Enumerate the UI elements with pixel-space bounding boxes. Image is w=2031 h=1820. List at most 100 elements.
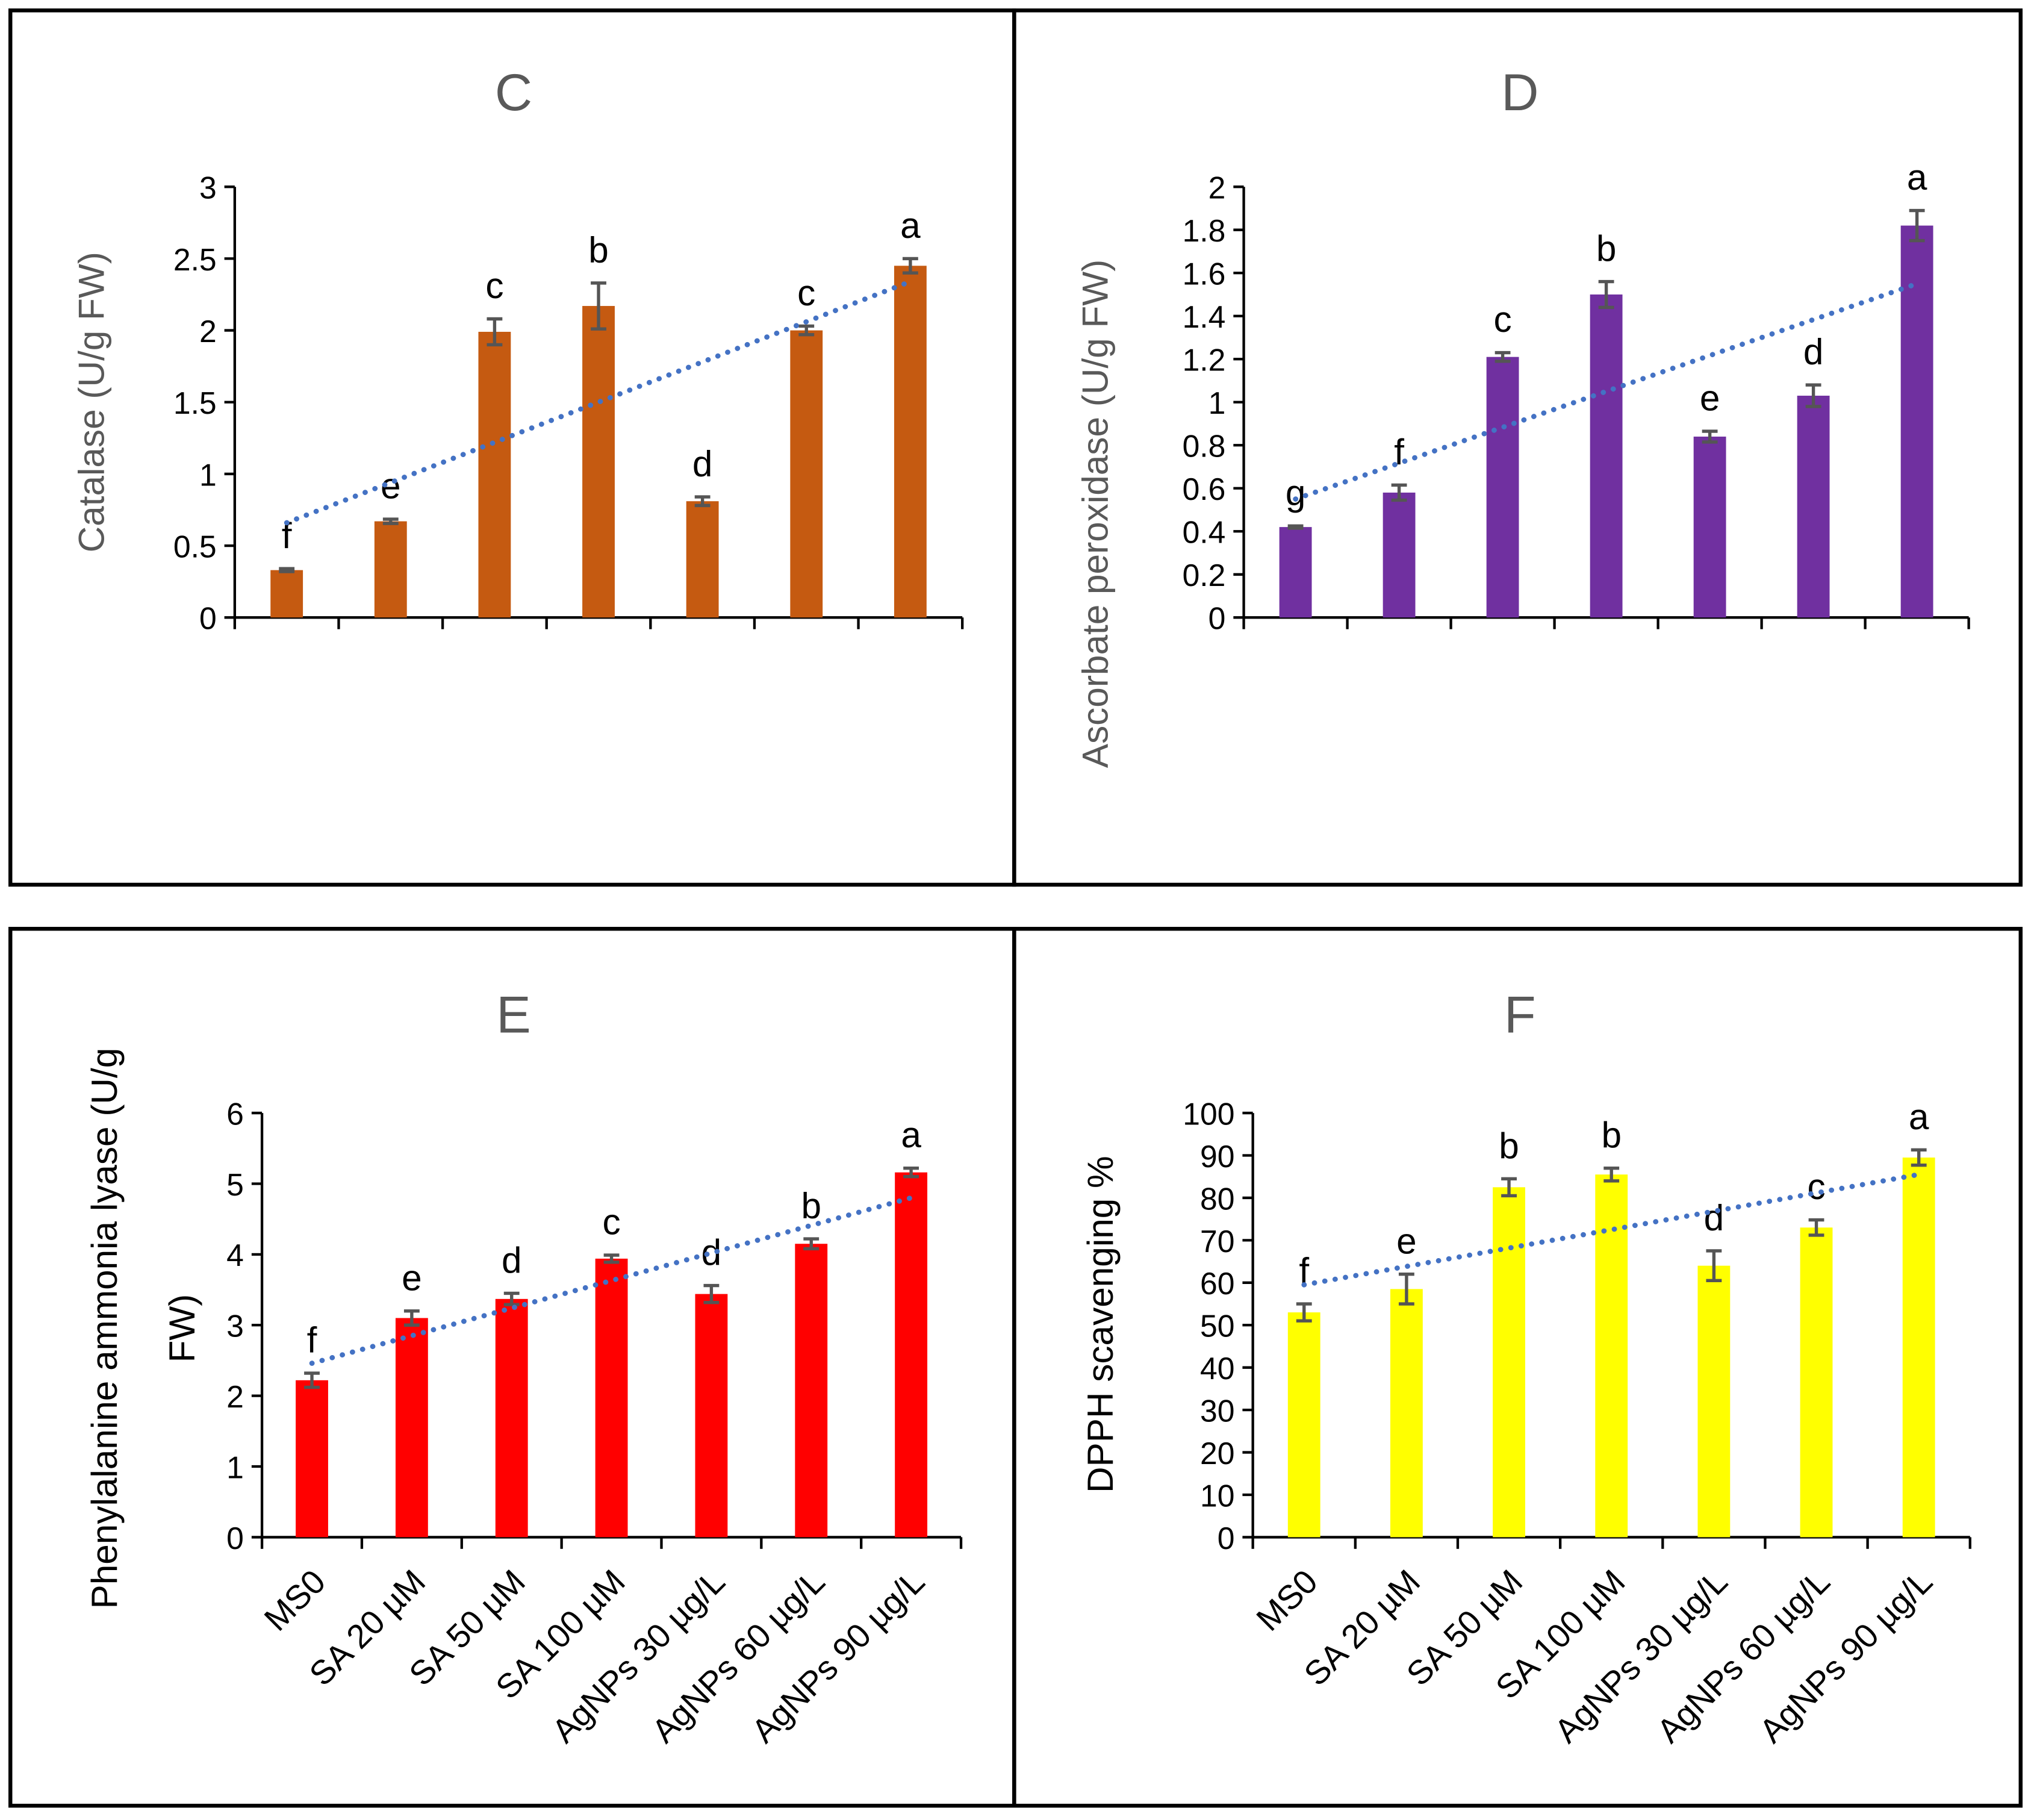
bar bbox=[374, 521, 407, 618]
chart-title: E bbox=[496, 986, 530, 1044]
bar bbox=[1697, 1265, 1731, 1538]
y-tick-label: 0.4 bbox=[1183, 515, 1226, 550]
significance-letter: g bbox=[1286, 472, 1306, 513]
y-tick-label: 2 bbox=[226, 1379, 244, 1414]
bar bbox=[1693, 436, 1726, 618]
y-tick-label: 0.8 bbox=[1183, 429, 1226, 464]
y-tick-label: 1.6 bbox=[1183, 257, 1226, 291]
y-tick-label: 80 bbox=[1200, 1181, 1234, 1216]
bar bbox=[582, 306, 615, 618]
y-tick-label: 5 bbox=[226, 1167, 244, 1202]
y-tick-label: 2.5 bbox=[173, 242, 217, 277]
significance-letter: b bbox=[1499, 1125, 1519, 1166]
trendline bbox=[309, 1195, 914, 1366]
significance-letter: c bbox=[602, 1201, 620, 1242]
bar bbox=[895, 1172, 928, 1538]
significance-letter: e bbox=[402, 1257, 422, 1298]
bar bbox=[296, 1380, 328, 1538]
significance-letter: f bbox=[1299, 1250, 1309, 1291]
significance-letter: c bbox=[485, 265, 503, 306]
y-tick-label: 3 bbox=[199, 170, 217, 205]
y-axis-label: Catalase (U/g FW) bbox=[70, 252, 111, 552]
y-tick-label: 0.5 bbox=[173, 529, 217, 564]
y-tick-label: 1.8 bbox=[1183, 213, 1226, 248]
significance-letter: f bbox=[1394, 431, 1404, 472]
bar bbox=[795, 1244, 828, 1538]
significance-letter: e bbox=[1396, 1220, 1417, 1261]
significance-letter: d bbox=[692, 443, 713, 484]
bar bbox=[894, 266, 927, 618]
y-tick-label: 3 bbox=[226, 1309, 244, 1344]
y-tick-label: 4 bbox=[226, 1238, 244, 1273]
bar bbox=[270, 570, 303, 618]
bar bbox=[1797, 396, 1830, 618]
significance-letter: b bbox=[588, 229, 609, 270]
bar bbox=[686, 501, 719, 618]
significance-letter: f bbox=[282, 515, 292, 556]
bar bbox=[1900, 225, 1933, 618]
panel-d: D Ascorbate peroxidase (U/g FW) 0 0.2 0.4 0.6… bbox=[1074, 64, 1970, 768]
y-tick-label: 6 bbox=[226, 1096, 244, 1131]
significance-letter: e bbox=[1700, 378, 1720, 419]
significance-letter: b bbox=[1596, 228, 1617, 269]
bar bbox=[1595, 1174, 1628, 1538]
y-tick-label: 20 bbox=[1200, 1436, 1234, 1471]
significance-letter: b bbox=[1601, 1114, 1622, 1155]
trendline bbox=[284, 279, 913, 526]
y-tick-label: 1 bbox=[199, 457, 217, 492]
y-axis-label: Phenylalanine ammonia lyase (U/g bbox=[84, 1048, 125, 1609]
y-axis-label: Ascorbate peroxidase (U/g FW) bbox=[1074, 260, 1115, 768]
significance-letter: d bbox=[502, 1239, 522, 1280]
bar bbox=[790, 330, 823, 618]
y-tick-label: 90 bbox=[1200, 1139, 1234, 1174]
significance-letter: a bbox=[901, 1114, 921, 1155]
y-tick-label: 1.2 bbox=[1183, 343, 1226, 378]
panel-border-f bbox=[1012, 927, 2023, 1808]
y-tick-label: 0.2 bbox=[1183, 558, 1226, 593]
y-tick-label: 70 bbox=[1200, 1224, 1234, 1259]
bar bbox=[1800, 1227, 1833, 1538]
y-tick-label: 2 bbox=[1208, 170, 1226, 205]
bar bbox=[1590, 294, 1623, 618]
bar bbox=[395, 1318, 428, 1538]
y-tick-label: 1.4 bbox=[1183, 299, 1226, 334]
significance-letter: b bbox=[801, 1185, 821, 1226]
y-tick-label: 0 bbox=[226, 1521, 244, 1556]
significance-letter: c bbox=[1494, 299, 1512, 340]
bar bbox=[1902, 1158, 1935, 1538]
y-axis-label: FW) bbox=[161, 1294, 202, 1363]
significance-letter: a bbox=[1909, 1096, 1929, 1137]
y-tick-label: 1.5 bbox=[173, 385, 217, 420]
bar bbox=[1486, 357, 1519, 618]
bar bbox=[595, 1258, 628, 1538]
y-tick-label: 0 bbox=[199, 601, 217, 636]
y-tick-label: 0 bbox=[1218, 1521, 1235, 1556]
trendline bbox=[1301, 1171, 1921, 1288]
bar bbox=[495, 1298, 528, 1538]
y-tick-label: 60 bbox=[1200, 1266, 1234, 1301]
y-tick-label: 40 bbox=[1200, 1351, 1234, 1386]
chart-title: C bbox=[495, 64, 532, 122]
significance-letter: a bbox=[1907, 157, 1927, 198]
bar bbox=[1390, 1289, 1423, 1538]
y-tick-label: 30 bbox=[1200, 1393, 1234, 1428]
significance-letter: f bbox=[307, 1320, 317, 1360]
panel-border-d bbox=[1012, 8, 2023, 887]
y-axis-label: DPPH scavenging % bbox=[1080, 1156, 1121, 1493]
chart-title: D bbox=[1501, 64, 1538, 122]
y-tick-label: 0.6 bbox=[1183, 472, 1226, 506]
significance-letter: c bbox=[1807, 1166, 1825, 1207]
y-tick-label: 10 bbox=[1200, 1478, 1234, 1513]
significance-letter: a bbox=[900, 205, 921, 246]
bar bbox=[1383, 492, 1416, 618]
y-tick-label: 1 bbox=[226, 1450, 244, 1485]
trendline bbox=[1293, 281, 1920, 502]
bar bbox=[695, 1294, 728, 1538]
bar bbox=[1287, 1312, 1320, 1538]
y-tick-label: 0 bbox=[1208, 601, 1226, 636]
y-tick-label: 1 bbox=[1208, 385, 1226, 420]
significance-letter: c bbox=[797, 272, 815, 313]
y-tick-label: 2 bbox=[199, 314, 217, 349]
